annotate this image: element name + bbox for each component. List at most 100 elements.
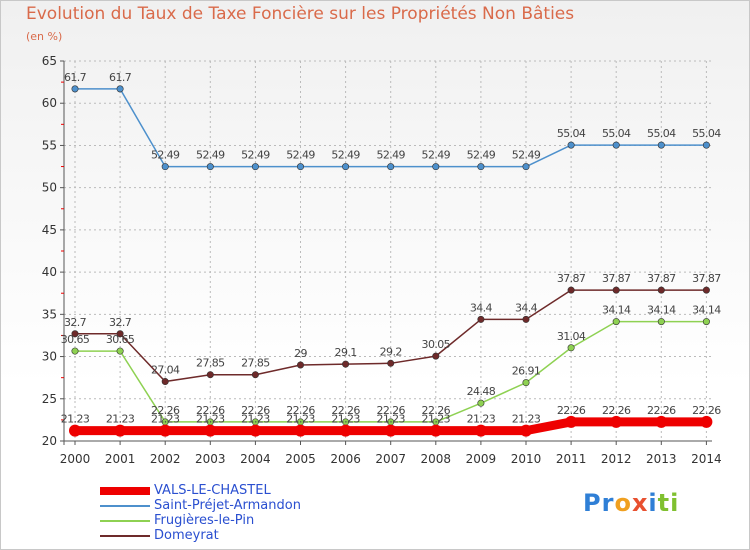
data-label: 37.87 [602, 272, 631, 285]
data-label: 22.26 [376, 404, 405, 417]
data-point [567, 141, 575, 149]
data-point [339, 424, 352, 437]
legend-label: Domeyrat [154, 528, 219, 543]
logo-letter: i [648, 489, 658, 517]
data-label: 52.49 [376, 149, 405, 162]
data-label: 52.49 [467, 149, 496, 162]
x-tick-label: 2010 [511, 452, 542, 466]
x-tick-label: 2003 [195, 452, 226, 466]
data-label: 52.49 [286, 149, 315, 162]
data-point [161, 163, 169, 171]
y-tick-label: 25 [42, 392, 57, 406]
y-tick-label: 20 [42, 434, 57, 448]
legend-swatch [100, 487, 150, 495]
x-tick-label: 2008 [421, 452, 452, 466]
data-label: 21.23 [151, 413, 180, 426]
y-tick-label: 40 [42, 265, 57, 279]
data-point [567, 344, 575, 352]
data-point [432, 352, 440, 360]
data-label: 34.4 [470, 301, 493, 314]
data-label: 29.2 [380, 345, 402, 358]
x-tick-label: 2001 [105, 452, 136, 466]
y-tick-label: 30 [42, 350, 57, 364]
data-point [114, 424, 127, 437]
x-tick-label: 2011 [556, 452, 587, 466]
legend-label: Saint-Préjet-Armandon [154, 498, 301, 513]
data-label: 34.14 [692, 304, 721, 317]
data-point [657, 286, 665, 294]
data-point [567, 286, 575, 294]
x-tick-label: 2007 [375, 452, 406, 466]
legend-swatch [100, 505, 150, 507]
data-label: 22.26 [557, 404, 586, 417]
chart-title: Evolution du Taux de Taxe Foncière sur l… [26, 4, 575, 24]
data-label: 30.05 [422, 338, 451, 351]
data-label: 29.1 [335, 346, 357, 359]
legend-item: Frugières-le-Pin [100, 513, 360, 528]
data-point [387, 359, 395, 367]
data-point [612, 318, 620, 326]
data-label: 21.23 [512, 413, 541, 426]
data-point [565, 415, 578, 428]
data-label: 22.26 [602, 404, 631, 417]
data-label: 21.23 [467, 413, 496, 426]
data-label: 34.4 [515, 301, 538, 314]
data-label: 32.7 [109, 316, 132, 329]
data-point [206, 371, 214, 379]
data-label: 55.04 [602, 127, 631, 140]
x-tick-label: 2014 [691, 452, 722, 466]
data-label: 34.14 [647, 304, 676, 317]
legend-label: VALS-LE-CHASTEL [154, 483, 271, 498]
data-point [474, 424, 487, 437]
data-label: 31.04 [557, 330, 586, 343]
data-point [294, 424, 307, 437]
y-tick-label: 65 [42, 54, 57, 68]
data-label: 21.23 [241, 413, 270, 426]
y-tick-label: 35 [42, 307, 57, 321]
logo-letter: i [670, 489, 680, 517]
data-label: 30.65 [106, 333, 135, 346]
data-label: 34.14 [602, 304, 631, 317]
y-tick-label: 45 [42, 223, 57, 237]
data-label: 52.49 [196, 149, 225, 162]
data-point [655, 415, 668, 428]
data-label: 22.26 [286, 404, 315, 417]
data-point [204, 424, 217, 437]
data-point [429, 424, 442, 437]
data-point [251, 371, 259, 379]
data-label: 27.04 [151, 364, 180, 377]
data-point [477, 315, 485, 323]
data-point [522, 163, 530, 171]
data-point [342, 163, 350, 171]
data-label: 52.49 [241, 149, 270, 162]
data-label: 27.85 [196, 357, 225, 370]
x-tick-label: 2004 [240, 452, 271, 466]
data-label: 27.85 [241, 357, 270, 370]
data-label: 21.23 [196, 413, 225, 426]
data-point [477, 399, 485, 407]
data-label: 37.87 [557, 272, 586, 285]
data-label: 37.87 [692, 272, 721, 285]
data-label: 55.04 [692, 127, 721, 140]
data-point [522, 315, 530, 323]
data-label: 52.49 [151, 149, 180, 162]
data-point [159, 424, 172, 437]
proxiti-logo: Proxiti [583, 489, 679, 517]
data-label: 61.7 [64, 71, 87, 84]
x-tick-label: 2002 [150, 452, 181, 466]
data-label: 24.48 [467, 385, 496, 398]
logo-letter: x [631, 489, 649, 517]
data-point [612, 141, 620, 149]
data-label: 21.23 [331, 413, 360, 426]
x-tick-label: 2000 [60, 452, 91, 466]
x-tick-label: 2009 [466, 452, 497, 466]
legend-item: Domeyrat [100, 528, 360, 543]
data-point [116, 85, 124, 93]
data-point [249, 424, 262, 437]
data-point [657, 318, 665, 326]
data-label: 52.49 [331, 149, 360, 162]
data-label: 55.04 [557, 127, 586, 140]
data-point [71, 85, 79, 93]
